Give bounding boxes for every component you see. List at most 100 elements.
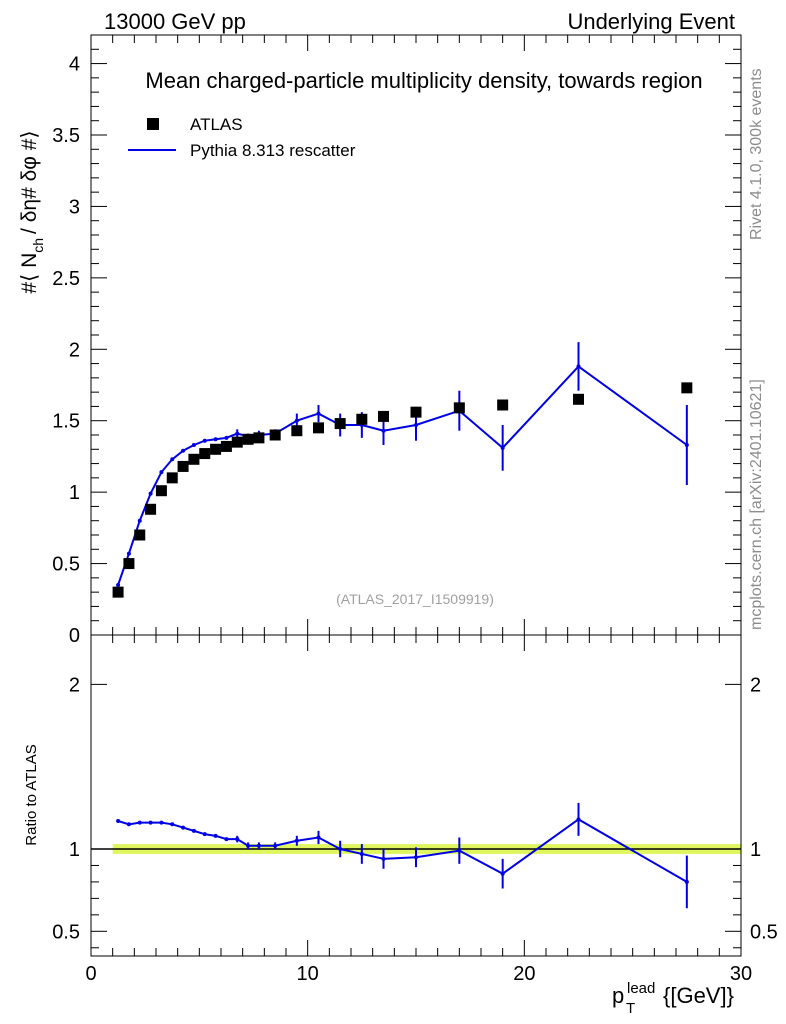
ratio-point [316,835,321,840]
main-y-tick-labels: 0 0.5 1 1.5 2 2.5 3 3.5 4 [52,54,80,647]
ratio-point [294,838,299,843]
ratio-point [235,837,240,842]
pythia-point [684,443,689,447]
pythia-point [235,431,240,436]
atlas-point [291,425,303,437]
ratio-point [116,819,121,824]
legend-label-pythia: Pythia 8.313 rescatter [190,141,356,160]
y-tick-label-right: 1 [750,839,761,861]
ratio-point [224,837,229,842]
ratio-point [256,843,261,848]
pythia-point [316,411,321,416]
y-tick-label-right: 0.5 [750,921,778,943]
ratio-y-axis-label: Ratio to ATLAS [23,744,40,845]
legend-label-atlas: ATLAS [190,115,243,134]
ratio-point [137,820,142,825]
pythia-point [170,457,175,462]
ylabel-rest: / δη# δφ #⟩ [18,130,41,234]
pythia-series [116,342,689,587]
atlas-point [334,418,346,430]
pythia-point [294,418,299,423]
pythia-point [381,428,386,433]
atlas-point [220,440,232,452]
y-tick-label: 2.5 [52,268,80,290]
ratio-point [500,871,505,876]
atlas-point [453,402,465,414]
pythia-point [116,583,121,587]
ratio-point [202,832,207,837]
xlabel-rest: {[GeV]} [663,983,734,1008]
mcplots-label: mcplots.cern.ch [arXiv:2401.10621] [748,379,765,630]
main-y-axis-label: #⟨ Nch / δη# δφ #⟩ [18,130,46,293]
y-tick-label: 0.5 [52,554,80,576]
atlas-point [231,436,243,448]
ratio-point [576,817,581,822]
ylabel-sub: ch [30,238,46,253]
ratio-axis-ticks [90,635,742,956]
x-tick-labels: 0 10 20 30 [85,963,752,985]
atlas-point [123,558,135,570]
y-tick-label: 3.5 [52,125,80,147]
atlas-point [145,503,157,515]
x-tick-label: 20 [513,963,535,985]
rivet-label: Rivet 4.1.0, 300k events [748,68,765,240]
x-tick-label: 10 [297,963,319,985]
atlas-point [269,429,281,441]
pythia-point [159,470,164,475]
ratio-point [246,843,251,848]
ylabel-main: #⟨ N [18,253,41,294]
y-tick-label: 1 [69,839,80,861]
atlas-point [188,453,200,465]
ratio-point [191,828,196,833]
x-tick-label: 30 [730,963,752,985]
pythia-point [126,551,131,556]
y-tick-label-right: 2 [750,674,761,696]
pythia-point [576,364,581,369]
pythia-point [213,437,218,442]
y-tick-label: 3 [69,196,80,218]
ratio-point [457,848,462,853]
legend: ATLAS Pythia 8.313 rescatter [128,115,356,160]
atlas-point [681,382,693,394]
ratio-series [116,802,689,909]
x-tick-label: 0 [85,963,96,985]
y-tick-label: 0 [69,625,80,647]
atlas-point [112,586,124,598]
ratio-point [359,851,364,856]
xlabel-sub: T [626,1000,635,1017]
y-tick-label: 2 [69,674,80,696]
atlas-point [497,399,509,411]
atlas-point [210,443,222,455]
chart-title: Mean charged-particle multiplicity densi… [145,68,702,93]
y-tick-label: 1.5 [52,411,80,433]
atlas-point [573,393,584,405]
ratio-point [159,820,164,825]
pythia-point [137,518,142,523]
atlas-point [134,529,146,541]
ratio-point [338,847,343,851]
atlas-point [155,485,167,497]
atlas-point [177,460,189,472]
atlas-point [253,432,265,444]
atlas-point [199,448,211,460]
pythia-point [148,491,153,496]
ratio-point [148,820,153,825]
legend-marker-atlas [147,118,159,130]
y-tick-label: 0.5 [52,921,80,943]
ratio-point [381,856,386,861]
main-frame [90,34,742,636]
pythia-point [500,445,505,450]
atlas-point [356,413,368,425]
xlabel-sup: lead [627,980,655,997]
ratio-panel: 0.5 0.5 1 1 2 2 0 10 20 30 Ratio to ATLAS [23,634,778,985]
main-panel: 0 0.5 1 1.5 2 2.5 3 3.5 4 Mean charged-particle … [18,34,742,647]
atlas-series [112,382,693,598]
pythia-point [414,423,418,427]
ratio-y-tick-labels: 0.5 0.5 1 1 2 2 [52,674,778,943]
ratio-point [414,855,418,860]
atlas-point [166,472,178,484]
y-tick-label: 1 [69,482,80,504]
ratio-point [181,825,186,830]
main-axis-ticks [90,34,742,636]
